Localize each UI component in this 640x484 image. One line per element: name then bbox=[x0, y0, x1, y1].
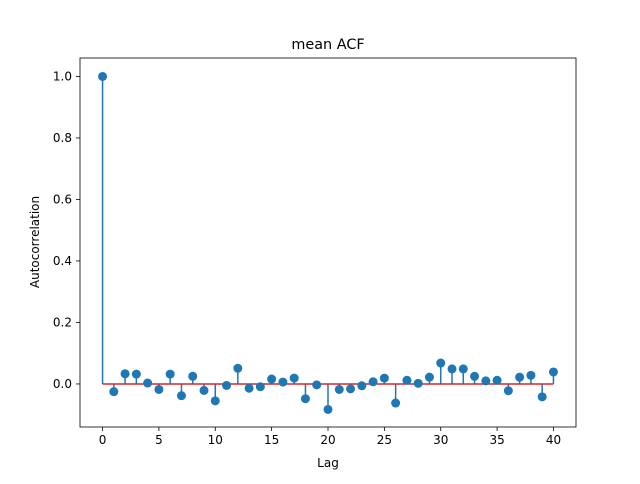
stem-marker bbox=[346, 384, 356, 394]
x-axis-label: Lag bbox=[317, 456, 339, 470]
stem-marker bbox=[98, 71, 108, 81]
stem-marker bbox=[379, 373, 389, 383]
stem-marker bbox=[503, 386, 513, 396]
stem-marker bbox=[413, 378, 423, 388]
stem-marker bbox=[312, 380, 322, 390]
stem-marker bbox=[233, 363, 243, 373]
stem-marker bbox=[176, 391, 186, 401]
x-tick-label: 0 bbox=[99, 433, 107, 447]
stem-marker bbox=[537, 392, 547, 402]
stem-marker bbox=[154, 384, 164, 394]
x-tick-label: 20 bbox=[320, 433, 335, 447]
stem-marker bbox=[436, 358, 446, 368]
x-tick-label: 5 bbox=[155, 433, 163, 447]
x-tick-label: 35 bbox=[489, 433, 504, 447]
y-axis-label: Autocorrelation bbox=[28, 196, 42, 288]
x-tick-label: 25 bbox=[377, 433, 392, 447]
stem-marker bbox=[323, 404, 333, 414]
stem-marker bbox=[447, 364, 457, 374]
y-tick-label: 0.4 bbox=[53, 254, 72, 268]
stem-marker bbox=[391, 398, 401, 408]
x-tick-label: 30 bbox=[433, 433, 448, 447]
axes: 0 5 10 15 20 25 30 35 40 0.0 0.2 0.4 0.6 0.8 1.0 bbox=[53, 57, 577, 447]
stem-marker bbox=[188, 371, 198, 381]
y-tick-label: 1.0 bbox=[53, 69, 72, 83]
axes-frame bbox=[79, 57, 577, 428]
stem-marker bbox=[402, 375, 412, 385]
stem-marker bbox=[165, 369, 175, 379]
stem-marker bbox=[244, 383, 254, 393]
stem-marker bbox=[357, 381, 367, 391]
stem-marker bbox=[334, 384, 344, 394]
y-tick-label: 0.2 bbox=[53, 315, 72, 329]
stem-marker bbox=[526, 370, 536, 380]
stem-marker bbox=[210, 396, 220, 406]
stem-marker bbox=[458, 364, 468, 374]
stem-marker bbox=[120, 369, 130, 379]
stem-marker bbox=[131, 369, 141, 379]
stem-marker bbox=[199, 385, 209, 395]
x-tick-label: 40 bbox=[546, 433, 561, 447]
y-tick-label: 0.6 bbox=[53, 192, 72, 206]
y-tick-label: 0.8 bbox=[53, 131, 72, 145]
stem-marker bbox=[548, 367, 558, 377]
stem-marker bbox=[300, 394, 310, 404]
stem-marker bbox=[222, 380, 232, 390]
stem-marker bbox=[109, 387, 119, 397]
chart-title: mean ACF bbox=[291, 37, 364, 53]
stem-marker bbox=[368, 377, 378, 387]
x-tick-label: 15 bbox=[264, 433, 279, 447]
stem-marker bbox=[492, 375, 502, 385]
stem-marker bbox=[470, 371, 480, 381]
stem-marker bbox=[424, 372, 434, 382]
stem-marker bbox=[481, 376, 491, 386]
stem-marker bbox=[278, 377, 288, 387]
stem-marker bbox=[143, 378, 153, 388]
stem-marker bbox=[267, 374, 277, 384]
x-tick-label: 10 bbox=[208, 433, 223, 447]
stem-marker bbox=[255, 382, 265, 392]
y-tick-label: 0.0 bbox=[53, 377, 72, 391]
stem-marker bbox=[515, 372, 525, 382]
stem-marker bbox=[289, 373, 299, 383]
plot-area bbox=[98, 71, 558, 414]
